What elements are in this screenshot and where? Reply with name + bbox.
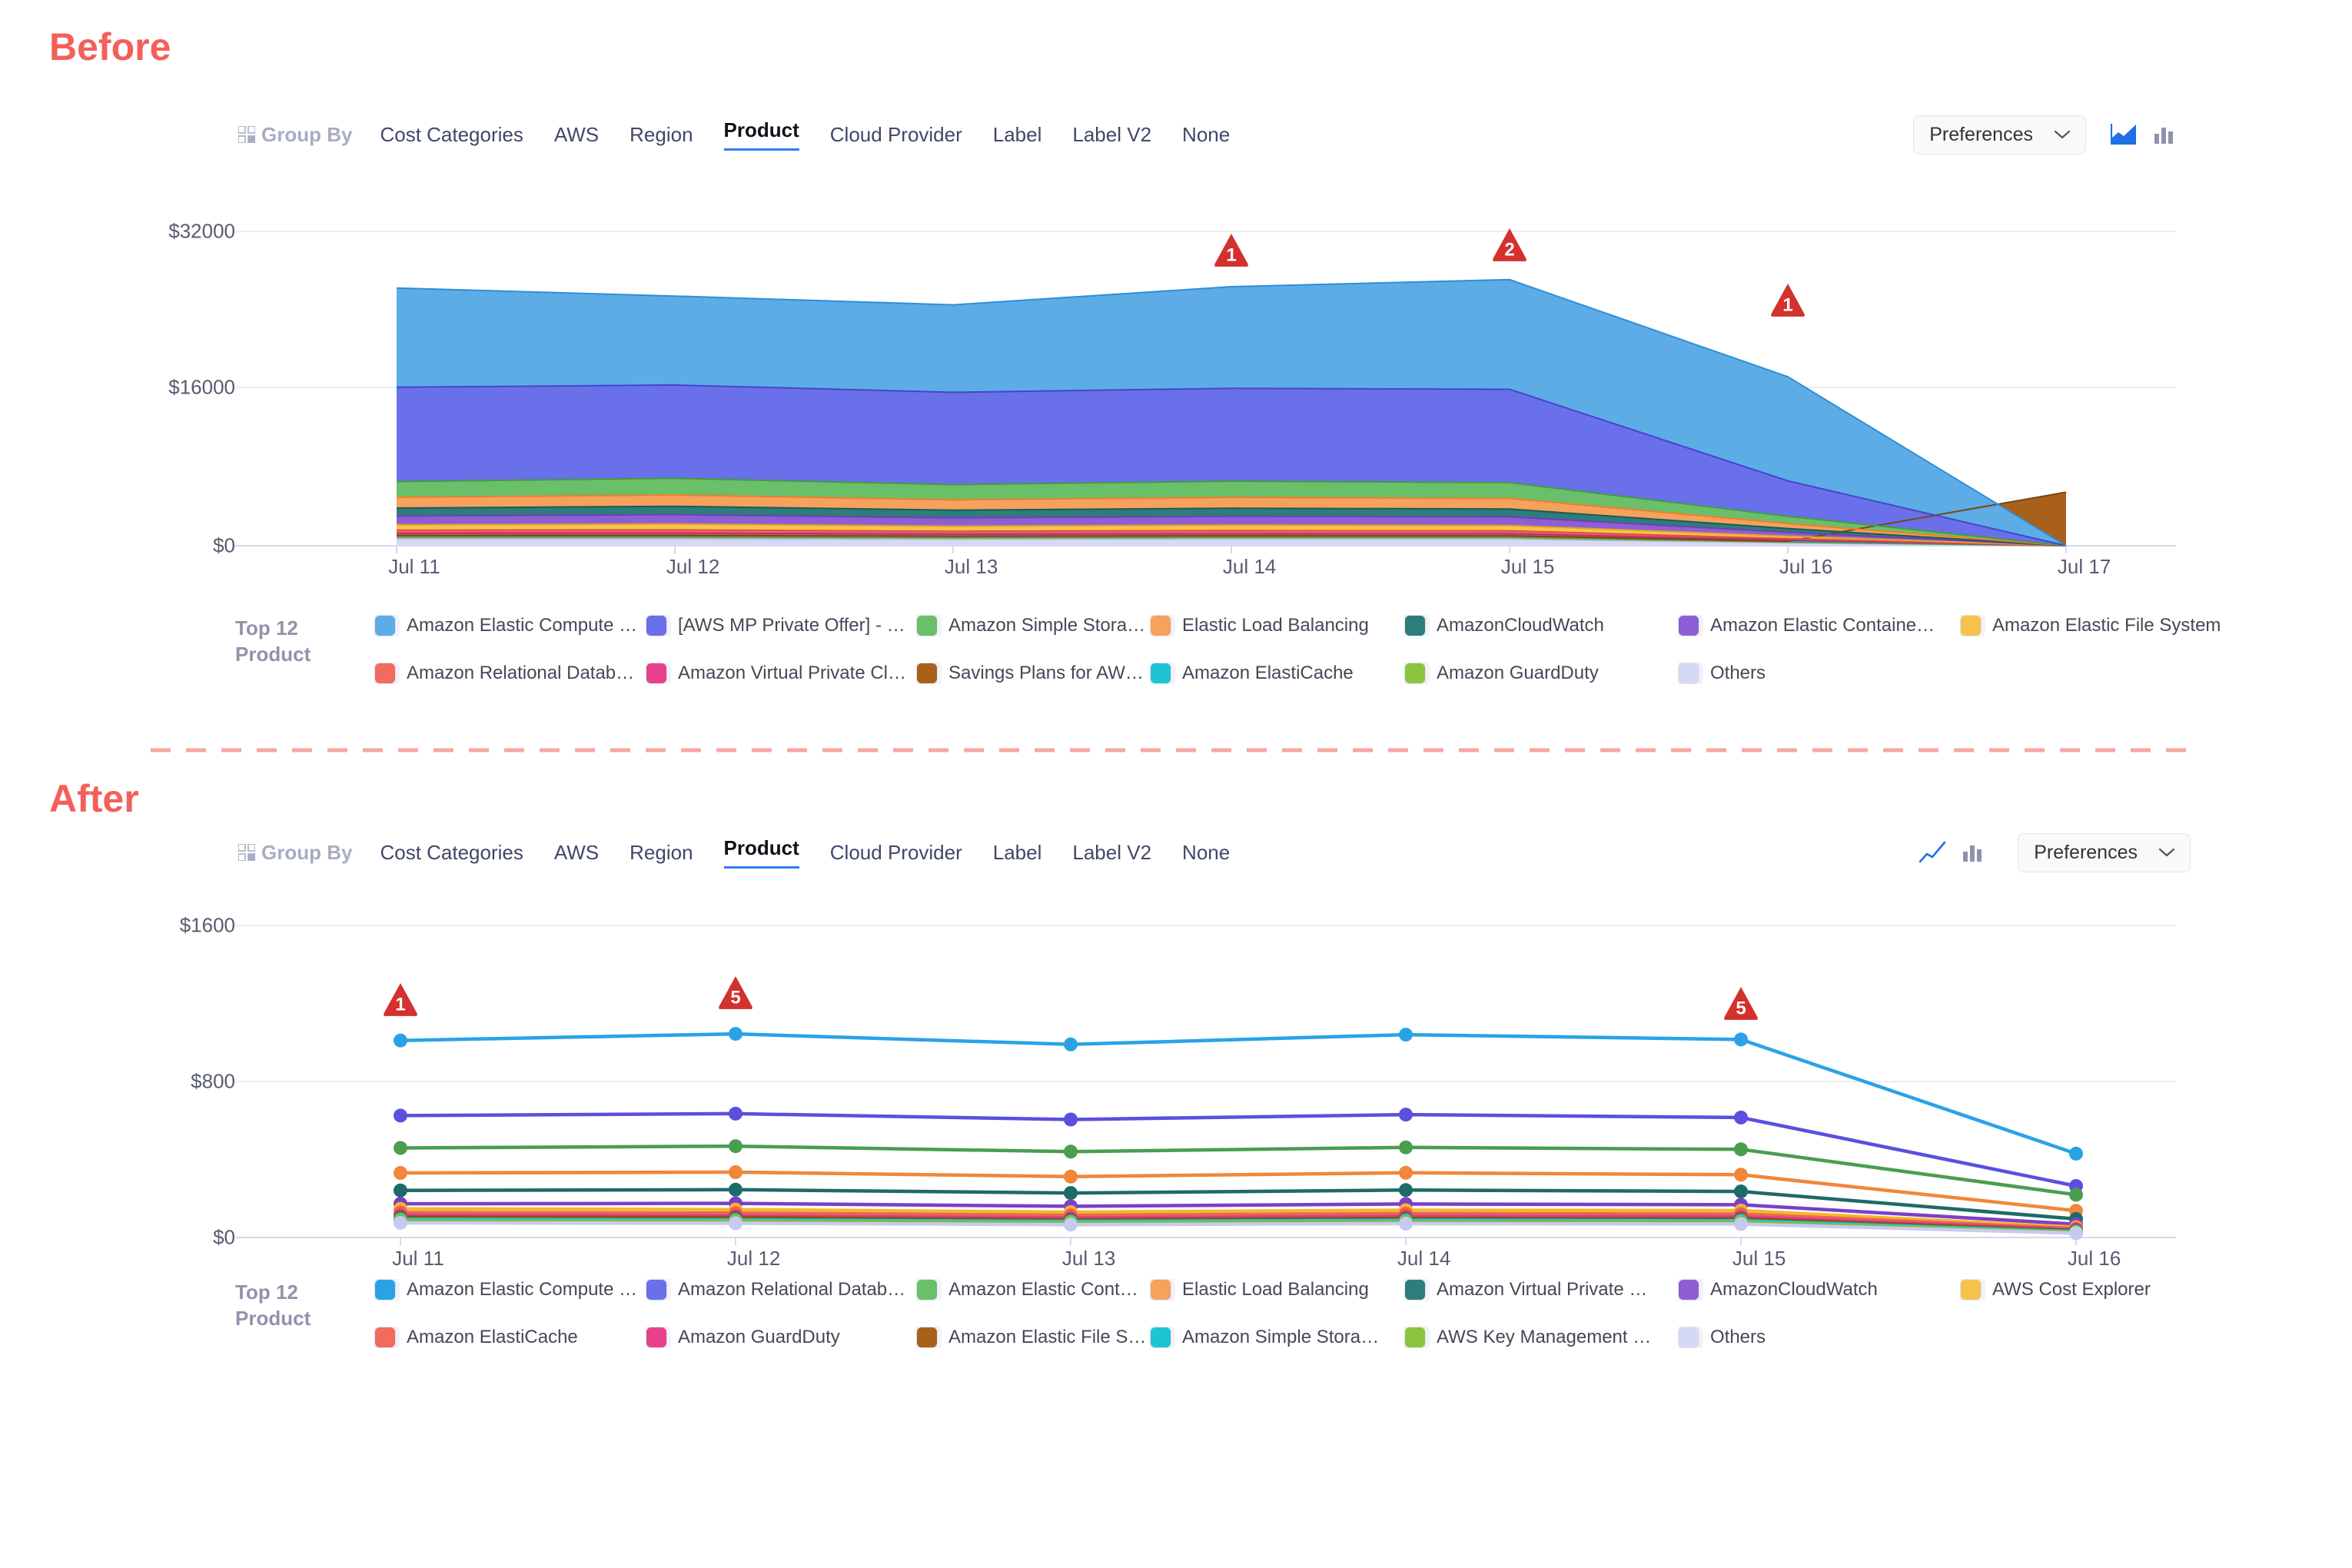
svg-text:5: 5 [730,988,740,1008]
svg-text:5: 5 [1736,998,1746,1019]
svg-text:1: 1 [395,995,405,1015]
